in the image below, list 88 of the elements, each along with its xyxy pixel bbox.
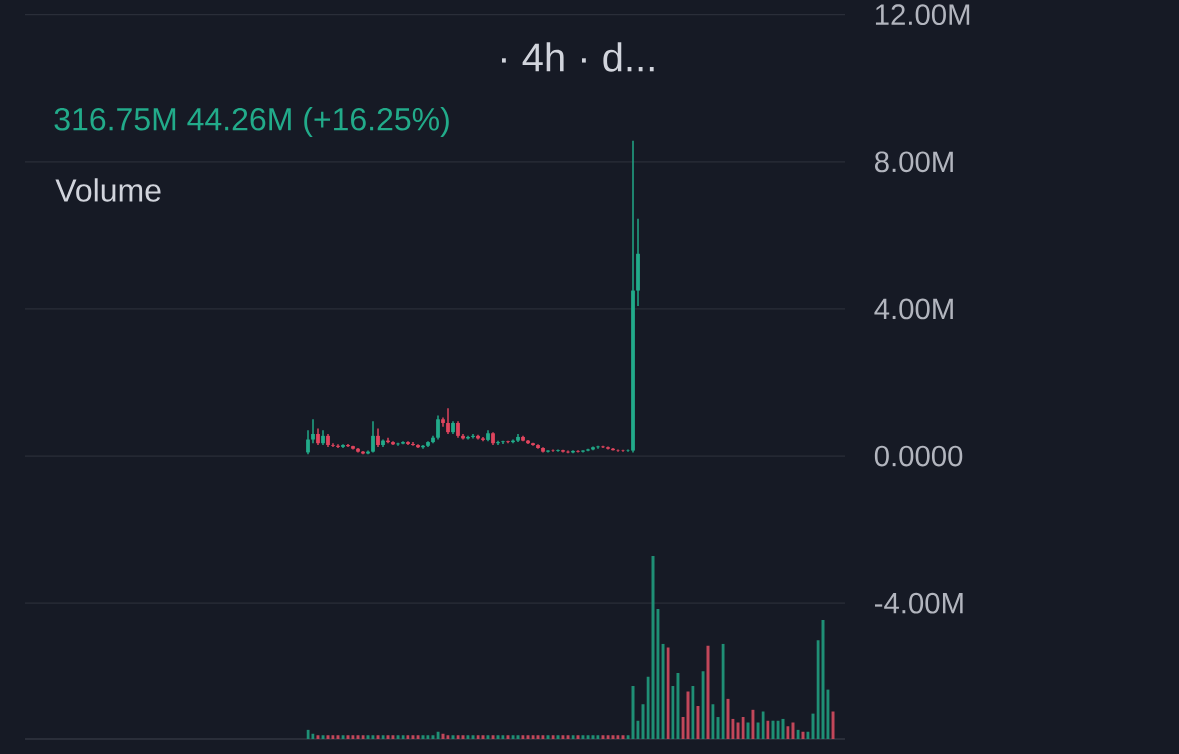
bar — [496, 735, 500, 739]
candlestick — [496, 439, 500, 446]
text: Volume — [55, 178, 161, 202]
bar — [746, 722, 750, 739]
bar — [571, 735, 575, 739]
candlestick — [371, 420, 375, 454]
candlestick — [446, 407, 450, 435]
bar — [721, 643, 725, 739]
y-tick-label: 4.00M — [874, 298, 953, 320]
bar — [666, 647, 670, 739]
bar — [681, 717, 685, 739]
y-tick-label: -4.00M — [875, 592, 963, 614]
bar — [421, 735, 425, 739]
bar — [566, 735, 570, 739]
bar — [326, 735, 330, 739]
bar — [551, 735, 555, 739]
bar — [641, 704, 645, 739]
bar — [726, 698, 730, 739]
bar — [451, 735, 455, 739]
bar — [481, 735, 485, 739]
bar — [531, 735, 535, 739]
bar — [361, 735, 365, 739]
bar — [771, 720, 775, 739]
bar — [776, 720, 780, 739]
bar — [686, 691, 690, 739]
annotation: 316.75M 44.26M (+16.25%) — [54, 107, 449, 137]
candlestick — [311, 418, 315, 444]
bar — [511, 735, 515, 739]
candlestick — [336, 443, 340, 449]
bar — [381, 735, 385, 739]
bar — [516, 735, 520, 739]
bar — [356, 735, 360, 739]
bar — [761, 711, 765, 739]
bar — [831, 711, 835, 739]
bar — [591, 735, 595, 739]
bar — [401, 735, 405, 739]
candlestick — [331, 442, 335, 448]
bar — [781, 718, 785, 739]
y-tick-label: 8.00M — [874, 151, 953, 173]
bar — [736, 722, 740, 739]
bar — [556, 735, 560, 739]
bar — [536, 735, 540, 739]
bar — [491, 735, 495, 739]
candlestick — [306, 429, 310, 455]
candlestick — [436, 414, 440, 441]
bar — [701, 671, 705, 739]
bar — [441, 733, 445, 739]
y-tick-label: 12.00M — [875, 4, 970, 26]
bar — [376, 735, 380, 739]
bar — [816, 640, 820, 739]
bar — [586, 735, 590, 739]
bar — [306, 729, 310, 739]
candlestick — [441, 416, 445, 428]
bar — [706, 645, 710, 739]
bar — [416, 735, 420, 739]
bar — [741, 717, 745, 739]
bar — [811, 713, 815, 739]
bar — [651, 556, 655, 739]
candlestick — [376, 427, 380, 448]
bar — [646, 676, 650, 739]
bar — [801, 731, 805, 739]
bar — [756, 722, 760, 739]
bar — [611, 735, 615, 739]
bar — [606, 735, 610, 739]
bar — [341, 735, 345, 739]
bar — [626, 735, 630, 739]
candlestick — [411, 441, 415, 447]
bar — [456, 735, 460, 739]
bar — [546, 735, 550, 739]
bar — [396, 735, 400, 739]
bar — [796, 729, 800, 739]
bar — [386, 735, 390, 739]
bar — [631, 685, 635, 739]
bar — [716, 717, 720, 739]
bar — [461, 735, 465, 739]
candlestick — [471, 433, 475, 440]
bar — [366, 735, 370, 739]
bar — [321, 735, 325, 739]
bar — [471, 735, 475, 739]
bar — [476, 735, 480, 739]
text: · 4h · d... — [502, 42, 654, 72]
bar — [436, 731, 440, 739]
bar — [346, 735, 350, 739]
y-tick-label: 0.0000 — [874, 445, 963, 467]
bar — [821, 620, 825, 739]
bar — [576, 735, 580, 739]
candlestick — [346, 443, 350, 448]
bar — [661, 643, 665, 739]
